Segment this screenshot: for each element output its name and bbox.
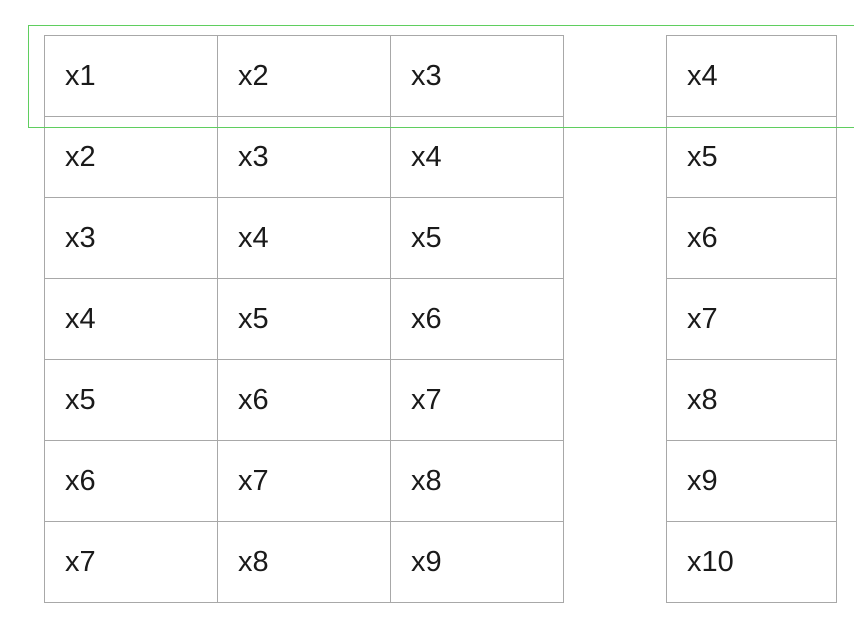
table-cell: x5 [217,278,391,360]
table-cell: x8 [390,440,564,522]
table-cell: x7 [666,278,837,360]
table-cell: x6 [666,197,837,279]
table-row: x8 [666,359,837,441]
table-cell: x4 [666,35,837,117]
table-cell: x8 [217,521,391,603]
table-row: x4 x5 x6 [44,278,564,360]
table-cell: x4 [44,278,218,360]
table-row: x7 x8 x9 [44,521,564,603]
table-cell: x5 [390,197,564,279]
table-row: x6 x7 x8 [44,440,564,522]
table-row: x2 x3 x4 [44,116,564,198]
table-cell: x8 [666,359,837,441]
table-cell: x2 [217,35,391,117]
table-cell: x6 [217,359,391,441]
table-cell: x4 [217,197,391,279]
table-cell: x10 [666,521,837,603]
table-row: x4 [666,35,837,117]
table-row: x10 [666,521,837,603]
table-row: x1 x2 x3 [44,35,564,117]
table-cell: x7 [44,521,218,603]
feature-windows-table: x1 x2 x3 x2 x3 x4 x3 x4 x5 x4 x5 x6 x5 x… [44,35,564,603]
table-row: x9 [666,440,837,522]
table-cell: x9 [666,440,837,522]
table-cell: x3 [217,116,391,198]
table-cell: x1 [44,35,218,117]
table-row: x6 [666,197,837,279]
table-cell: x5 [666,116,837,198]
table-cell: x9 [390,521,564,603]
table-cell: x3 [44,197,218,279]
table-row: x3 x4 x5 [44,197,564,279]
table-cell: x7 [390,359,564,441]
table-row: x5 x6 x7 [44,359,564,441]
table-cell: x3 [390,35,564,117]
table-row: x7 [666,278,837,360]
table-cell: x7 [217,440,391,522]
table-cell: x2 [44,116,218,198]
table-cell: x4 [390,116,564,198]
table-cell: x5 [44,359,218,441]
target-column-table: x4 x5 x6 x7 x8 x9 x10 [666,35,837,603]
table-cell: x6 [44,440,218,522]
table-cell: x6 [390,278,564,360]
table-row: x5 [666,116,837,198]
